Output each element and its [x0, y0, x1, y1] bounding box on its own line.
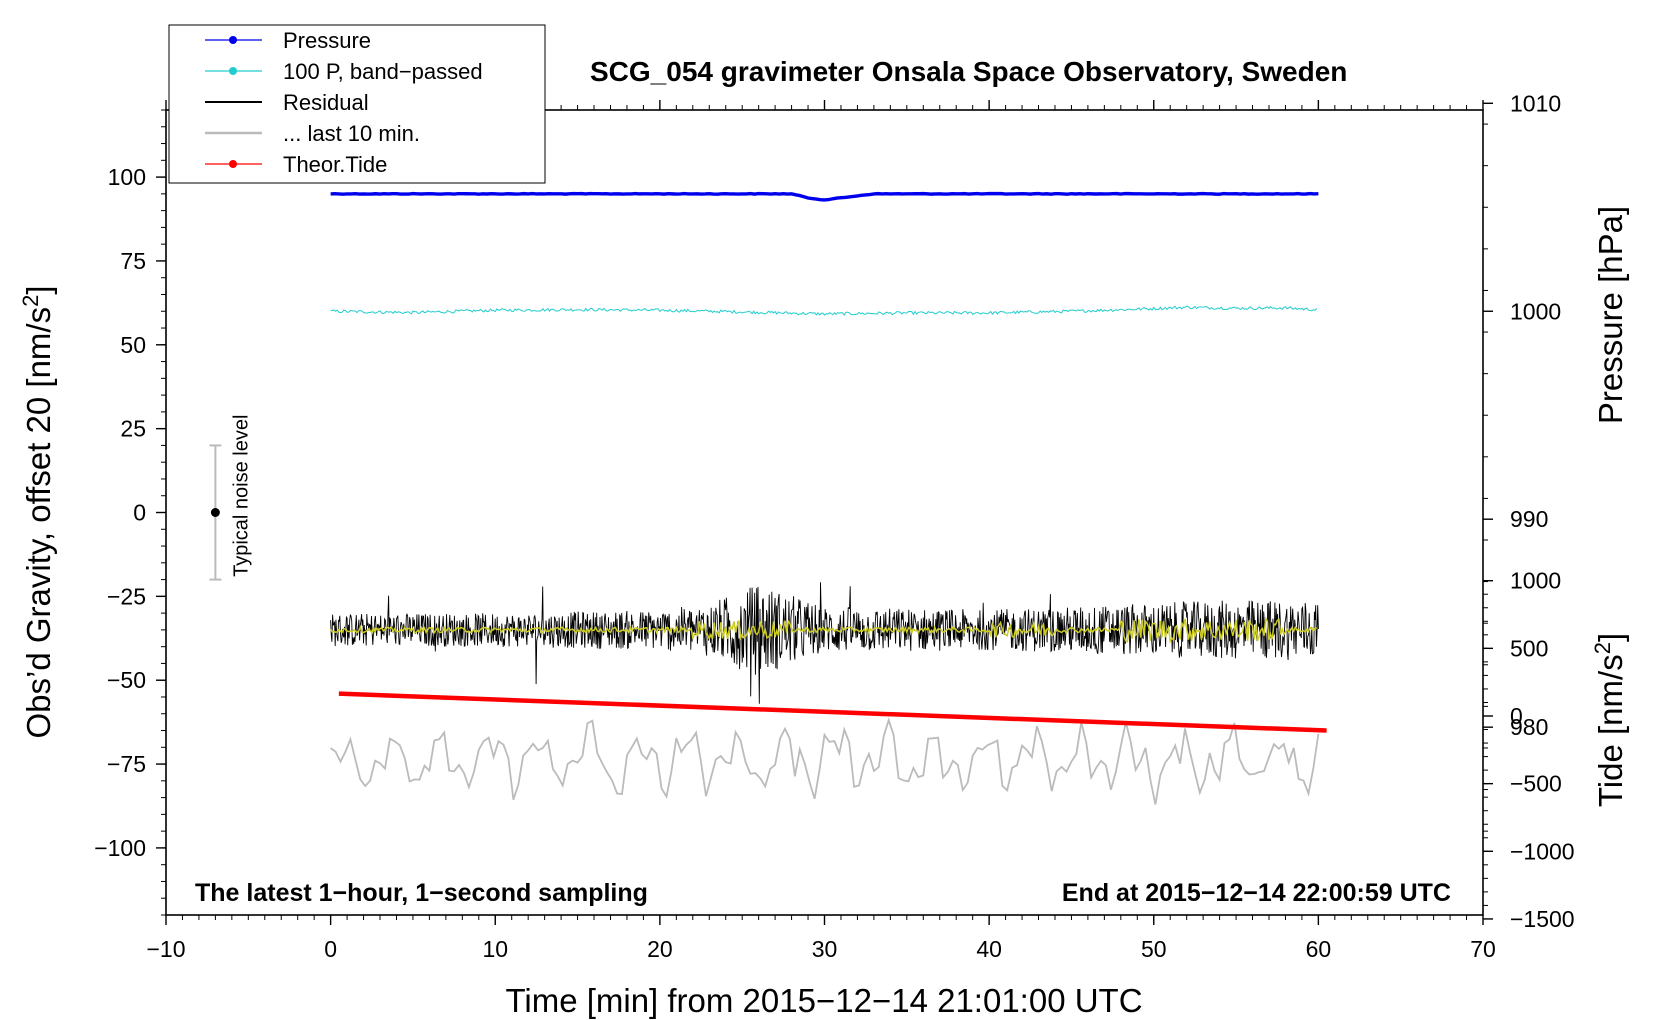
legend-marker [229, 36, 237, 44]
y-tick-label: 50 [120, 332, 146, 358]
x-axis-title: Time [min] from 2015−12−14 21:01:00 UTC [505, 982, 1142, 1019]
note-bottom-right: End at 2015−12−14 22:00:59 UTC [1062, 879, 1451, 907]
series-last-10-min [330, 717, 1320, 805]
y-tick-label: −25 [107, 583, 146, 609]
tide-tick-label: −500 [1510, 771, 1562, 797]
pressure-tick-labels: 1030102010101000990980 [1510, 90, 1561, 740]
pressure-tick-label: 980 [1510, 714, 1548, 740]
legend-label: Pressure [283, 28, 371, 53]
legend-label: 100 P, band−passed [283, 59, 483, 84]
noise-bar [209, 444, 222, 581]
tide-tick-label: 1000 [1510, 568, 1561, 594]
pressure-tick-label: 1010 [1510, 90, 1561, 116]
y-tick-label: −50 [107, 667, 146, 693]
tide-tick-labels: 1000 500 0 −500 −1000 −1500 [1510, 568, 1575, 932]
series-pressure-bandpassed [330, 305, 1318, 317]
y-tick-labels: 100 75 50 25 0 −25 −50 −75 −100 [94, 164, 146, 861]
pressure-tick-label: 1000 [1510, 298, 1561, 324]
legend-marker [229, 67, 237, 75]
y-axis-title-pressure: Pressure [hPa] [1592, 206, 1629, 424]
y-axis-title-tide-text: Tide [nm/s [1592, 654, 1629, 807]
x-tick-label: 0 [324, 936, 337, 962]
tide-tick-label: 0 [1510, 703, 1523, 729]
legend: Pressure 100 P, band−passed Residual ... la… [168, 24, 546, 184]
series-theoretical-tide [338, 691, 1327, 733]
series-pressure [330, 191, 1319, 202]
series-layer [329, 191, 1327, 805]
y-tick-label: −75 [107, 751, 146, 777]
y-axis-title-left-sup: 2 [18, 295, 43, 307]
series-residual [330, 582, 1319, 704]
legend-entries: Pressure 100 P, band−passed Residual ... la… [205, 28, 483, 177]
x-tick-label: −10 [146, 936, 185, 962]
noise-label: Typical noise level [230, 415, 252, 577]
axis-ticks [156, 100, 1493, 925]
tide-tick-label: −1000 [1510, 838, 1575, 864]
y-axis-title-tide-end: ] [1592, 633, 1629, 642]
legend-label: Residual [283, 90, 369, 115]
noise-bar-dot [210, 508, 220, 517]
y-tick-label: 0 [133, 500, 146, 526]
chart-title: SCG_054 gravimeter Onsala Space Observat… [590, 56, 1347, 87]
x-tick-label: 40 [976, 936, 1002, 962]
legend-marker [229, 160, 237, 168]
legend-label: ... last 10 min. [283, 121, 420, 146]
x-tick-label: 50 [1141, 936, 1167, 962]
y-axis-title-tide: Tide [nm/s2] [1590, 633, 1629, 807]
pressure-tick-label: 990 [1510, 506, 1548, 532]
x-tick-label: 10 [482, 936, 508, 962]
tide-tick-label: −1500 [1510, 906, 1575, 932]
y-tick-label: −100 [94, 835, 146, 861]
x-tick-label: 20 [647, 936, 673, 962]
tide-tick-label: 500 [1510, 635, 1548, 661]
y-axis-title-left-text: Obs’d Gravity, offset 20 [nm/s [20, 307, 57, 739]
x-tick-label: 60 [1306, 936, 1332, 962]
legend-label: Theor.Tide [283, 152, 387, 177]
y-axis-title-tide-sup: 2 [1590, 642, 1615, 654]
x-tick-labels: −10 0 10 20 30 40 50 60 70 [146, 936, 1495, 962]
y-tick-label: 100 [108, 164, 146, 190]
y-axis-title-left: Obs’d Gravity, offset 20 [nm/s2] [18, 285, 57, 738]
y-tick-label: 75 [120, 248, 146, 274]
x-tick-label: 70 [1470, 936, 1496, 962]
y-tick-label: 25 [120, 416, 146, 442]
series-residual-smoothed [329, 616, 1317, 644]
legend-box [168, 24, 546, 184]
note-bottom-left: The latest 1−hour, 1−second sampling [195, 879, 648, 907]
y-axis-title-left-end: ] [20, 285, 57, 294]
x-tick-label: 30 [812, 936, 838, 962]
